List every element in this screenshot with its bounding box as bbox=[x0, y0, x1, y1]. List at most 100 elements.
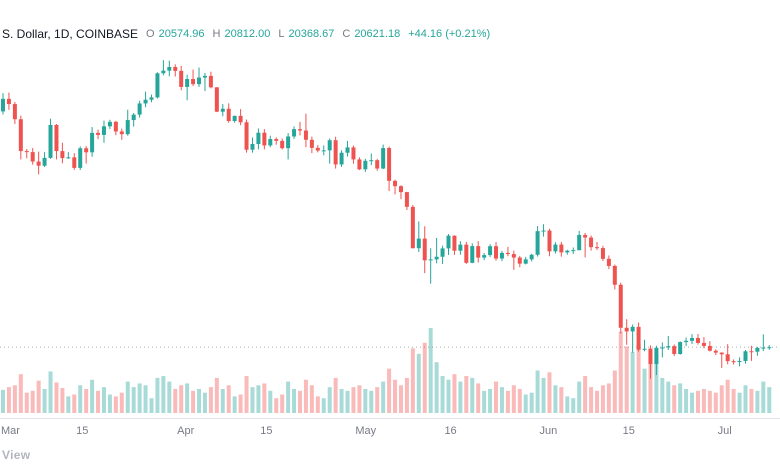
volume-bar bbox=[214, 377, 219, 413]
volume-bar bbox=[678, 383, 683, 413]
candle-body bbox=[30, 152, 35, 162]
high-value: 20812.00 bbox=[224, 28, 271, 40]
volume-bar bbox=[529, 392, 534, 413]
volume-bar bbox=[268, 390, 273, 413]
volume-bar bbox=[595, 390, 599, 413]
volume-bar bbox=[749, 388, 754, 413]
candle-body bbox=[541, 230, 546, 232]
volume-bar bbox=[695, 390, 700, 413]
candle-body bbox=[125, 120, 130, 135]
volume-bar bbox=[707, 390, 712, 413]
volume-bar bbox=[345, 390, 350, 413]
volume-bar bbox=[464, 376, 469, 413]
candle-body bbox=[749, 351, 754, 353]
volume-bar bbox=[315, 396, 320, 413]
candle-body bbox=[565, 250, 570, 253]
volume-bar bbox=[589, 387, 594, 413]
open-value: 20574.96 bbox=[158, 28, 205, 40]
candle-body bbox=[84, 148, 89, 153]
volume-bar bbox=[84, 388, 89, 413]
volume-bar bbox=[238, 394, 243, 413]
candle-body bbox=[149, 97, 154, 100]
volume-bar bbox=[42, 388, 47, 413]
volume-bar bbox=[78, 385, 83, 413]
candle-body bbox=[54, 124, 59, 152]
volume-bar bbox=[107, 394, 112, 413]
candle-body bbox=[499, 252, 504, 259]
candle-body bbox=[606, 258, 611, 266]
candle-body bbox=[286, 136, 291, 149]
candle-body bbox=[684, 340, 689, 343]
volume-bar bbox=[119, 392, 124, 413]
volume-bar bbox=[600, 385, 605, 413]
volume-bar bbox=[280, 394, 285, 413]
candle-body bbox=[719, 352, 724, 355]
candle-body bbox=[90, 132, 95, 153]
symbol-title[interactable]: S. Dollar, 1D, COINBASE bbox=[2, 27, 139, 41]
candle-body bbox=[553, 244, 558, 252]
volume-bar bbox=[523, 394, 528, 413]
volume-bar bbox=[511, 385, 516, 413]
candle-body bbox=[666, 346, 671, 348]
volume-bar bbox=[66, 396, 71, 413]
candle-body bbox=[155, 73, 160, 98]
volume-bar bbox=[494, 381, 499, 413]
time-axis-label: Apr bbox=[177, 425, 195, 437]
candle-body bbox=[416, 238, 421, 249]
price-chart[interactable] bbox=[0, 0, 780, 418]
candle-body bbox=[452, 235, 457, 251]
candle-body bbox=[131, 114, 136, 121]
time-axis-label: Jun bbox=[539, 425, 558, 437]
candle-body bbox=[339, 152, 344, 165]
volume-bar bbox=[404, 377, 409, 413]
volume-bar bbox=[606, 383, 611, 413]
candle-body bbox=[654, 347, 659, 365]
volume-bar bbox=[660, 377, 665, 413]
close-label: C bbox=[342, 28, 351, 40]
candle-body bbox=[410, 206, 415, 249]
candle-body bbox=[274, 139, 279, 141]
low-label: L bbox=[278, 28, 285, 40]
candle-body bbox=[713, 350, 718, 353]
volume-bar bbox=[654, 361, 659, 413]
volume-bar bbox=[179, 385, 184, 413]
volume-bar bbox=[351, 387, 356, 413]
candle-body bbox=[476, 246, 481, 258]
candle-body bbox=[357, 159, 362, 170]
volume-bar bbox=[96, 390, 101, 413]
volume-bar bbox=[161, 376, 166, 413]
candle-body bbox=[351, 147, 356, 160]
volume-bar bbox=[428, 328, 433, 413]
candle-body bbox=[345, 147, 350, 153]
symbol-info-bar: S. Dollar, 1D, COINBASE O 20574.96 H 208… bbox=[2, 26, 490, 42]
candle-body bbox=[404, 192, 409, 207]
candle-body bbox=[600, 248, 605, 259]
volume-bar bbox=[577, 381, 582, 413]
volume-bar bbox=[1, 389, 5, 413]
volume-bar bbox=[137, 383, 142, 413]
tradingview-watermark[interactable]: View bbox=[2, 448, 31, 462]
volume-bar bbox=[244, 376, 249, 413]
candle-body bbox=[78, 148, 83, 168]
candle-body bbox=[743, 351, 748, 361]
volume-bar bbox=[642, 368, 647, 413]
candle-body bbox=[523, 259, 528, 264]
volume-bar bbox=[327, 387, 332, 413]
candle-body bbox=[96, 132, 101, 135]
volume-bar bbox=[422, 342, 427, 413]
candle-body bbox=[381, 148, 386, 169]
candle-body bbox=[327, 140, 332, 151]
candle-body bbox=[482, 255, 487, 258]
volume-bar bbox=[761, 381, 766, 413]
time-axis[interactable]: Mar 15 Apr 15 May 16 Jun 15 Jul bbox=[0, 418, 780, 443]
time-axis-label: 16 bbox=[444, 425, 457, 437]
time-axis-label: 15 bbox=[76, 425, 89, 437]
candle-body bbox=[583, 234, 588, 238]
candle-body bbox=[173, 67, 178, 71]
candle-body bbox=[672, 346, 677, 354]
volume-bar bbox=[149, 398, 154, 413]
volume-bar bbox=[387, 368, 392, 413]
candle-body bbox=[66, 157, 71, 159]
volume-bar bbox=[488, 388, 493, 413]
candle-body bbox=[315, 147, 320, 151]
